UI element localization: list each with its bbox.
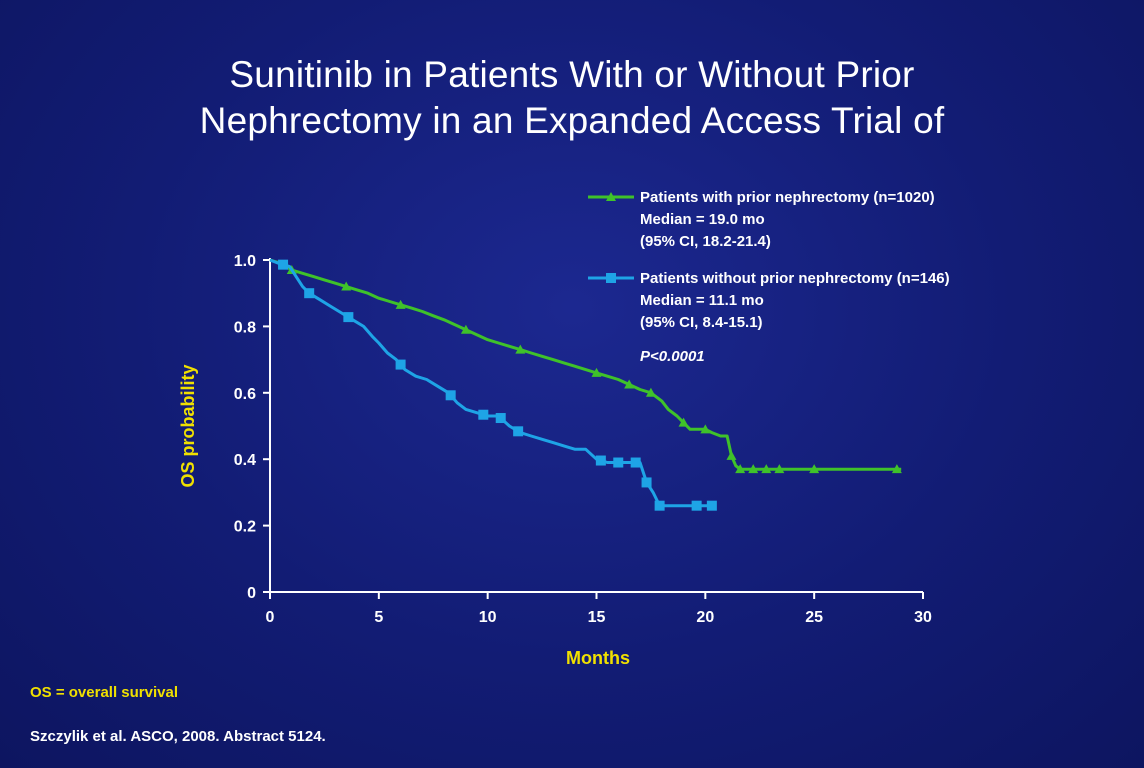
- censor-marker-without-nephrectomy: [478, 409, 489, 420]
- censor-marker-with-nephrectomy: [700, 424, 711, 434]
- censor-marker-without-nephrectomy: [654, 500, 665, 511]
- censor-marker-with-nephrectomy: [460, 324, 471, 334]
- footnote-os: OS = overall survival: [30, 684, 179, 701]
- legend-ci-without-nephrectomy: (95% CI, 8.4-15.1): [640, 314, 763, 331]
- title-line-2: Nephrectomy in an Expanded Access Trial …: [199, 100, 945, 141]
- censor-marker-without-nephrectomy: [343, 312, 354, 323]
- censor-marker-without-nephrectomy: [495, 413, 506, 424]
- x-tick-label: 15: [588, 609, 606, 626]
- legend-label-with-nephrectomy: Patients with prior nephrectomy (n=1020): [640, 189, 935, 206]
- series-line-with-nephrectomy: [269, 258, 902, 471]
- censor-marker-with-nephrectomy: [735, 464, 746, 474]
- series-without-nephrectomy: [269, 258, 717, 511]
- censor-marker-with-nephrectomy: [774, 464, 785, 474]
- p-value-label: P<0.0001: [640, 348, 705, 365]
- x-tick-label: 10: [479, 609, 497, 626]
- censor-marker-with-nephrectomy: [515, 344, 526, 354]
- censor-marker-with-nephrectomy: [748, 464, 759, 474]
- y-axis-title: OS probability: [178, 364, 198, 487]
- censor-marker-without-nephrectomy: [691, 500, 702, 511]
- censor-marker-without-nephrectomy: [595, 455, 606, 466]
- censor-marker-with-nephrectomy: [395, 299, 406, 309]
- y-tick-label: 0: [247, 585, 256, 602]
- censor-marker-with-nephrectomy: [891, 464, 902, 474]
- x-tick-label: 30: [914, 609, 932, 626]
- citation: Szczylik et al. ASCO, 2008. Abstract 512…: [30, 728, 326, 745]
- censor-marker-without-nephrectomy: [613, 457, 624, 468]
- x-tick-label: 0: [266, 609, 275, 626]
- slide-title: Sunitinib in Patients With or Without Pr…: [0, 52, 1144, 144]
- censor-marker-with-nephrectomy: [761, 464, 772, 474]
- censor-marker-without-nephrectomy: [395, 359, 406, 370]
- y-tick-label: 0.8: [234, 319, 256, 336]
- censor-marker-without-nephrectomy: [445, 390, 456, 401]
- censor-marker-with-nephrectomy: [809, 464, 820, 474]
- y-tick-label: 1.0: [234, 253, 256, 270]
- chart-axes: 0 0.2 0.4 0.6 0.8 1.0 0 5 10 15 20 25 30: [234, 253, 932, 626]
- censor-marker-with-nephrectomy: [726, 450, 737, 460]
- legend-marker-without-nephrectomy: [606, 273, 616, 283]
- legend-label-without-nephrectomy: Patients without prior nephrectomy (n=14…: [640, 270, 950, 287]
- chart-series: [269, 258, 902, 511]
- censor-marker-without-nephrectomy: [630, 457, 641, 468]
- y-tick-label: 0.4: [234, 452, 256, 469]
- legend-median-with-nephrectomy: Median = 19.0 mo: [640, 211, 765, 228]
- censor-marker-without-nephrectomy: [304, 288, 315, 299]
- x-axis-title: Months: [566, 648, 630, 668]
- censor-marker-with-nephrectomy: [678, 417, 689, 427]
- censor-marker-without-nephrectomy: [706, 500, 717, 511]
- y-tick-label: 0.6: [234, 386, 256, 403]
- censor-marker-without-nephrectomy: [278, 259, 289, 270]
- legend-marker-with-nephrectomy: [606, 192, 616, 201]
- censor-marker-with-nephrectomy: [341, 281, 352, 291]
- censor-marker-with-nephrectomy: [624, 379, 635, 389]
- legend-median-without-nephrectomy: Median = 11.1 mo: [640, 292, 764, 309]
- x-tick-label: 20: [696, 609, 714, 626]
- censor-marker-with-nephrectomy: [591, 367, 602, 377]
- censor-marker-with-nephrectomy: [645, 387, 656, 397]
- censor-marker-without-nephrectomy: [513, 426, 524, 437]
- series-with-nephrectomy: [269, 258, 902, 474]
- x-tick-label: 25: [805, 609, 823, 626]
- censor-marker-without-nephrectomy: [641, 477, 652, 488]
- legend-ci-with-nephrectomy: (95% CI, 18.2-21.4): [640, 233, 771, 250]
- title-line-1: Sunitinib in Patients With or Without Pr…: [229, 54, 915, 95]
- chart-legend: Patients with prior nephrectomy (n=1020)…: [588, 189, 950, 365]
- x-tick-label: 5: [374, 609, 383, 626]
- y-tick-label: 0.2: [234, 519, 256, 536]
